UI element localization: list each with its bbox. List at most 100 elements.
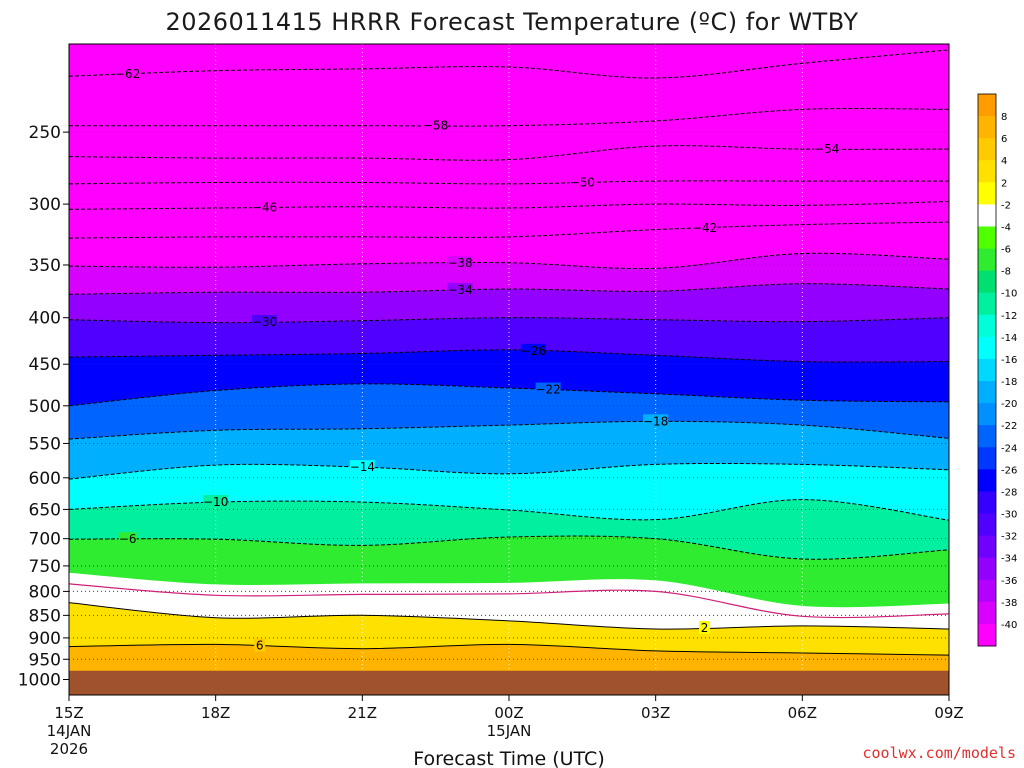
isotherm-label--18: −18: [643, 414, 668, 428]
plot-area: [69, 44, 949, 695]
isotherm--54: [69, 145, 949, 161]
y-tick-label-800: 800: [29, 582, 61, 602]
isotherm-label--50: −50: [570, 175, 595, 189]
colorbar-label-6: 6: [1001, 134, 1007, 145]
colorbar-label--16: -16: [1001, 355, 1017, 366]
x-axis-label: Forecast Time (UTC): [413, 748, 604, 768]
y-tick-label-700: 700: [29, 530, 61, 550]
colorbar-label--6: -6: [1001, 245, 1011, 256]
x-tick-date-15Z: 14JAN: [47, 722, 92, 740]
colorbar-label--28: -28: [1001, 487, 1017, 498]
x-tick-date-00Z: 15JAN: [487, 722, 532, 740]
isotherm-label-6: 6: [256, 639, 264, 653]
colorbar-label--18: -18: [1001, 377, 1017, 388]
isotherm--34: [69, 283, 949, 295]
colorbar-label--34: -34: [1001, 554, 1017, 565]
isotherm-label-bg--14: [349, 460, 375, 474]
colorbar-label--8: -8: [1001, 267, 1011, 278]
isotherm--38: [69, 252, 949, 270]
colorbar-label--40: -40: [1001, 620, 1017, 631]
x-tick-year-15Z: 2026: [50, 740, 88, 758]
isotherm--14: [69, 462, 949, 480]
credit-text: coolwx.com/models: [862, 744, 1016, 762]
isotherm-label--14: −14: [350, 460, 375, 474]
isotherm--50: [69, 180, 949, 185]
isotherm-label-bg--58: [423, 118, 449, 132]
colorbar-swatch--16: [978, 358, 996, 382]
colorbar-label--14: -14: [1001, 333, 1017, 344]
colorbar-swatch--14: [978, 336, 996, 360]
isotherm--6: [69, 535, 949, 560]
isotherm-label-bg--54: [814, 142, 840, 156]
isotherm-label--42: −42: [692, 221, 717, 235]
isotherm-label-bg--6: [118, 532, 137, 546]
isotherm-contours: [69, 49, 949, 656]
y-axis: 250 300 350 400 450 500 550 600 650 700 750 800 850 9…: [18, 123, 69, 691]
chart-title: 2026011415 HRRR Forecast Temperature (ºC…: [165, 8, 858, 36]
isotherm-label--62: −62: [115, 67, 140, 81]
colorbar-swatch--30: [978, 513, 996, 537]
colorbar-swatch--24: [978, 447, 996, 470]
y-tick-label-750: 750: [29, 557, 61, 577]
isotherm-6: [69, 643, 949, 656]
colorbar-swatch--28: [978, 491, 996, 515]
y-tick-label-1000: 1000: [18, 671, 61, 691]
colorbar-swatch--40: [978, 623, 996, 647]
isotherm--58: [69, 108, 949, 127]
isotherm-label-bg--26: [520, 343, 546, 357]
y-tick-label-950: 950: [29, 650, 61, 670]
colorbar-label-2: 2: [1001, 178, 1007, 189]
y-tick-label-450: 450: [29, 355, 61, 375]
colorbar-swatch--20: [978, 403, 996, 426]
y-tick-label-350: 350: [29, 256, 61, 276]
isotherm-label--10: −10: [203, 495, 228, 509]
x-tick-label-15Z: 15Z: [54, 704, 83, 722]
isotherm-label--58: −58: [423, 119, 448, 133]
colorbar-swatch--6: [978, 248, 996, 272]
isotherm--46: [69, 201, 949, 210]
y-tick-label-850: 850: [29, 606, 61, 626]
x-tick-label-00Z: 00Z: [494, 704, 523, 722]
colorbar-swatch-6: [978, 138, 996, 161]
colorbar-label--38: -38: [1001, 598, 1017, 609]
colorbar-swatch--26: [978, 469, 996, 492]
colorbar-label-8: 8: [1001, 112, 1007, 123]
isotherm-label--46: −46: [252, 201, 277, 215]
isotherm-label--6: −6: [119, 532, 137, 546]
colorbar-legend: 8 6 4 2 -2 -4 -6 -8 -10 -12 -14 -16 -18 -20 -22 -24 -26 -…: [977, 93, 1017, 647]
colorbar-label--4: -4: [1001, 222, 1011, 233]
isotherm-label--22: −22: [535, 383, 560, 397]
colorbar-label--26: -26: [1001, 465, 1017, 476]
colorbar-swatch--12: [978, 314, 996, 338]
colorbar-swatch--32: [978, 535, 996, 559]
colorbar-label--2: -2: [1001, 200, 1011, 211]
isotherm-label-bg--62: [115, 67, 141, 81]
y-tick-label-650: 650: [29, 500, 61, 520]
y-tick-label-400: 400: [29, 309, 61, 329]
colorbar-swatch-2: [978, 182, 996, 205]
isotherm-label-bg--50: [569, 175, 595, 189]
colorbar-swatch--4: [978, 226, 996, 250]
isotherm-2: [69, 602, 949, 630]
colorbar-swatch-8: [978, 116, 996, 139]
colorbar-swatch--10: [978, 292, 996, 316]
colorbar-label--36: -36: [1001, 576, 1017, 587]
colorbar-label-4: 4: [1001, 156, 1007, 167]
isotherm-label-bg--10: [203, 495, 229, 509]
isotherm-zero: [69, 583, 949, 619]
isotherm-label-bg--42: [692, 220, 718, 234]
colorbar-swatch--38: [978, 601, 996, 625]
colorbar-swatch--8: [978, 270, 996, 294]
colorbar-label--30: -30: [1001, 510, 1017, 521]
isotherm-labels: −62−58−54−50−46−42−38−34−30−26−22−18−14−…: [115, 67, 839, 653]
y-tick-label-500: 500: [29, 397, 61, 417]
isotherm-label--38: −38: [447, 256, 472, 270]
isotherm--18: [69, 420, 949, 440]
isotherm-label-bg--18: [643, 414, 669, 428]
isotherm-label--26: −26: [521, 344, 546, 358]
y-tick-label-600: 600: [29, 469, 61, 489]
isotherm-label-bg--46: [252, 200, 278, 214]
colorbar-label--12: -12: [1001, 311, 1017, 322]
x-tick-label-18Z: 18Z: [201, 704, 230, 722]
